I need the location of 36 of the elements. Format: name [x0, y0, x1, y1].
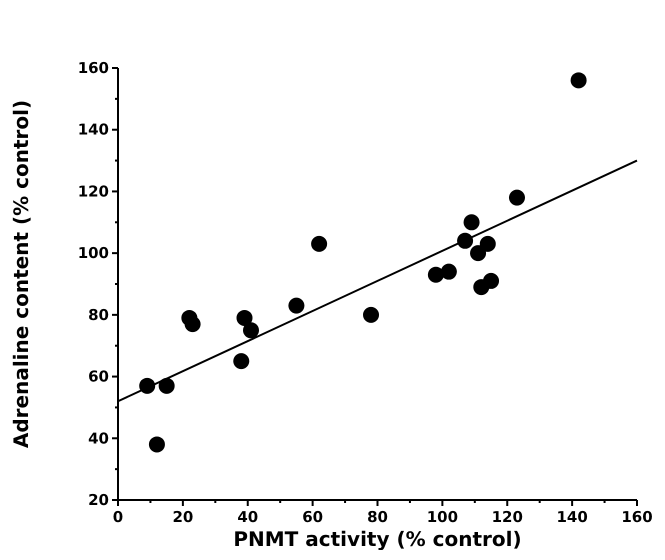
- y-tick-label: 40: [88, 429, 109, 448]
- point: [242, 322, 259, 338]
- y-tick-label: 60: [88, 368, 109, 386]
- x-tick-label: 100: [426, 508, 458, 526]
- y-tick-label: 100: [78, 244, 109, 262]
- point: [428, 266, 444, 283]
- point: [483, 272, 500, 289]
- point: [440, 264, 457, 280]
- x-tick-label: 60: [302, 508, 324, 526]
- x-tick-label: 160: [621, 508, 653, 526]
- point: [363, 306, 380, 323]
- x-tick-label: 140: [556, 508, 588, 526]
- point: [508, 190, 525, 206]
- point: [148, 436, 165, 452]
- point: [184, 316, 201, 332]
- y-tick-label: 80: [88, 306, 109, 324]
- point: [311, 236, 328, 252]
- x-tick-label: 40: [237, 508, 258, 526]
- point: [570, 72, 587, 88]
- point: [464, 214, 480, 230]
- x-tick-label: 0: [112, 508, 124, 526]
- x-tick-label: 120: [492, 508, 523, 526]
- point: [288, 298, 304, 314]
- point: [480, 236, 496, 252]
- point: [236, 310, 253, 326]
- y-tick-label: 120: [78, 182, 109, 200]
- point: [233, 353, 250, 370]
- y-tick-label: 160: [78, 59, 109, 77]
- y-tick-label: 20: [88, 491, 109, 509]
- y-axis-title: Adrenaline content (% control): [9, 100, 33, 448]
- point: [158, 378, 175, 394]
- x-tick-label: 80: [367, 508, 388, 526]
- point: [470, 245, 486, 262]
- x-tick-label: 20: [172, 508, 194, 526]
- y-tick-label: 140: [78, 120, 109, 139]
- x-axis-title: PNMT activity (% control): [233, 527, 522, 551]
